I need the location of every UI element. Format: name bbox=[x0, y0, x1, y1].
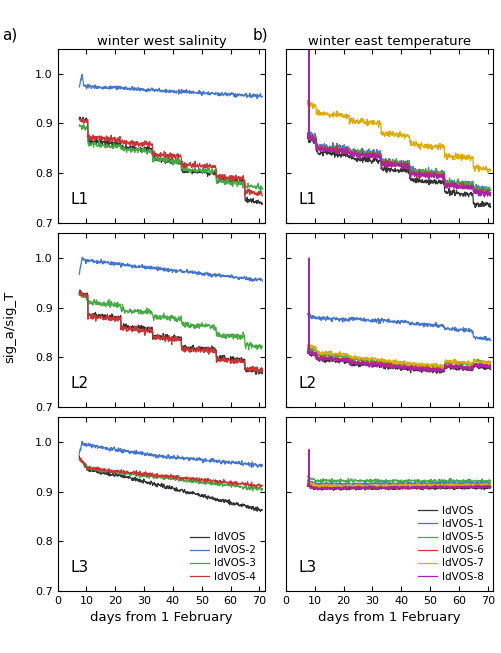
ldVOS bbox=[185, 489, 191, 497]
ldVOS-4 bbox=[254, 484, 260, 492]
ldVOS bbox=[258, 508, 264, 516]
ldVOS-2 bbox=[163, 455, 169, 463]
ldVOS bbox=[226, 496, 232, 503]
Line: ldVOS-2: ldVOS-2 bbox=[79, 441, 263, 468]
ldVOS bbox=[163, 485, 169, 493]
Text: a): a) bbox=[3, 27, 18, 42]
ldVOS-3 bbox=[226, 482, 232, 490]
Text: L2: L2 bbox=[299, 375, 317, 390]
ldVOS-4 bbox=[185, 474, 191, 482]
ldVOS bbox=[255, 505, 261, 513]
Text: sig_a/sig_T: sig_a/sig_T bbox=[4, 291, 17, 362]
ldVOS-2 bbox=[185, 454, 191, 462]
ldVOS-4 bbox=[256, 481, 262, 488]
ldVOS-2 bbox=[176, 453, 182, 460]
Text: L3: L3 bbox=[70, 560, 88, 575]
Text: L1: L1 bbox=[299, 191, 317, 206]
ldVOS-2 bbox=[79, 438, 85, 445]
ldVOS bbox=[175, 487, 181, 495]
Line: ldVOS-4: ldVOS-4 bbox=[79, 458, 263, 488]
Legend: ldVOS, ldVOS-1, ldVOS-5, ldVOS-6, ldVOS-7, ldVOS-8: ldVOS, ldVOS-1, ldVOS-5, ldVOS-6, ldVOS-… bbox=[414, 502, 488, 586]
ldVOS-2 bbox=[248, 464, 255, 471]
Text: L1: L1 bbox=[70, 191, 88, 206]
Text: L3: L3 bbox=[299, 560, 317, 575]
Legend: ldVOS, ldVOS-2, ldVOS-3, ldVOS-4: ldVOS, ldVOS-2, ldVOS-3, ldVOS-4 bbox=[186, 528, 260, 586]
ldVOS bbox=[260, 506, 266, 514]
ldVOS-2 bbox=[260, 462, 266, 470]
Line: ldVOS: ldVOS bbox=[79, 456, 263, 512]
ldVOS-4 bbox=[165, 471, 171, 479]
X-axis label: days from 1 February: days from 1 February bbox=[90, 611, 232, 624]
Title: winter east temperature: winter east temperature bbox=[308, 35, 471, 48]
Title: winter west salinity: winter west salinity bbox=[97, 35, 226, 48]
ldVOS bbox=[76, 452, 82, 460]
ldVOS-2 bbox=[226, 458, 232, 466]
ldVOS-3 bbox=[260, 486, 266, 494]
ldVOS-4 bbox=[163, 471, 169, 479]
ldVOS-4 bbox=[260, 481, 266, 489]
ldVOS-4 bbox=[77, 454, 83, 462]
ldVOS-3 bbox=[76, 454, 82, 462]
ldVOS-3 bbox=[249, 487, 256, 495]
X-axis label: days from 1 February: days from 1 February bbox=[319, 611, 461, 624]
ldVOS-4 bbox=[76, 454, 82, 462]
Text: L2: L2 bbox=[70, 375, 88, 390]
ldVOS-3 bbox=[163, 473, 169, 481]
ldVOS-2 bbox=[256, 462, 262, 470]
ldVOS-3 bbox=[185, 478, 191, 486]
Text: b): b) bbox=[253, 27, 269, 42]
ldVOS-4 bbox=[226, 478, 232, 486]
ldVOS bbox=[164, 485, 170, 492]
ldVOS-3 bbox=[164, 475, 170, 483]
ldVOS-3 bbox=[175, 476, 181, 484]
ldVOS-2 bbox=[76, 450, 82, 458]
ldVOS-4 bbox=[176, 472, 182, 480]
ldVOS-2 bbox=[165, 451, 171, 459]
Line: ldVOS-3: ldVOS-3 bbox=[79, 458, 263, 491]
ldVOS-3 bbox=[255, 484, 261, 492]
